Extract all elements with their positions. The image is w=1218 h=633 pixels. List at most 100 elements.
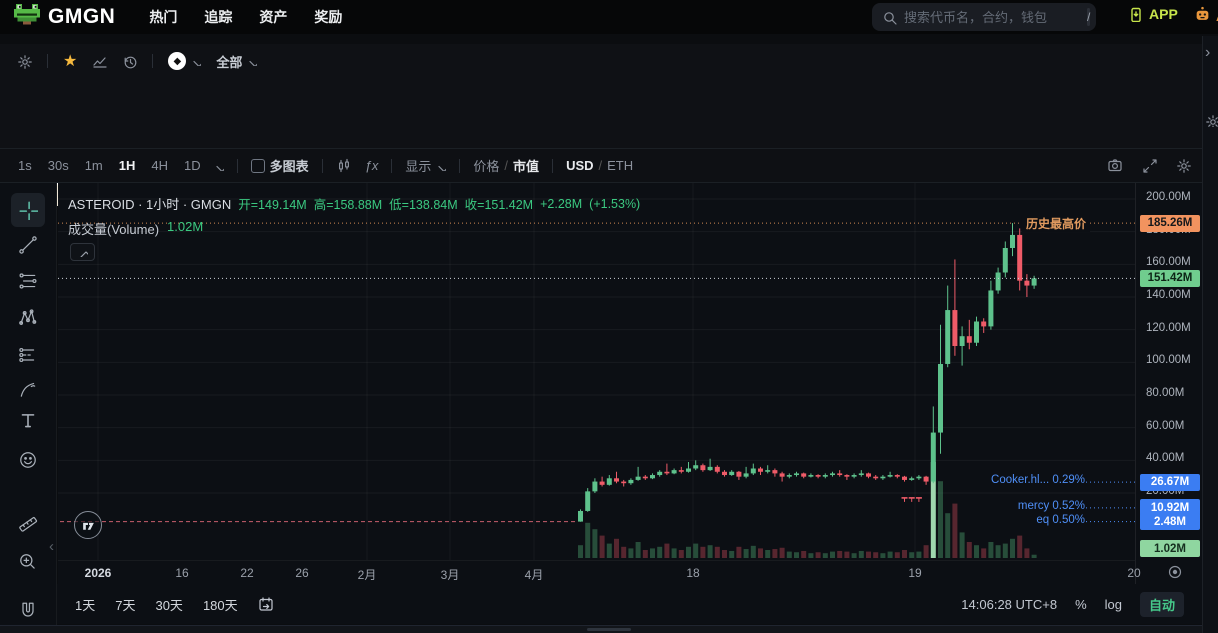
interval-1s[interactable]: 1s: [18, 158, 32, 173]
ruler-tool-icon[interactable]: [18, 513, 40, 535]
magnet-tool-icon[interactable]: [18, 601, 40, 623]
chain-selector[interactable]: ◆: [168, 52, 202, 70]
ohlc-open: 149.14M: [258, 198, 307, 212]
nav-item-4[interactable]: 奖励: [314, 9, 343, 25]
holder-line-label-2[interactable]: mercy 0.52%: [1017, 499, 1085, 512]
eth-chain-icon: ◆: [168, 52, 187, 70]
collapse-left-chevron[interactable]: ‹: [49, 538, 54, 555]
holder-line-label-3[interactable]: eq 0.50%: [1036, 513, 1085, 526]
ai-assistant-button[interactable]: A: [1194, 6, 1218, 26]
bottom-toolbar: 1天 7天 30天 180天 14:06:28 UTC+8 % log 自动: [57, 584, 1202, 624]
bottom-resize-strip[interactable]: [0, 625, 1218, 633]
expand-panel-chevron[interactable]: ›: [1205, 44, 1211, 61]
main-nav: 热门 追踪 资产 奖励: [149, 7, 342, 27]
text-tool-icon[interactable]: [18, 411, 40, 433]
calendar-range-icon[interactable]: [258, 596, 274, 612]
history-button[interactable]: [122, 54, 137, 69]
clock-utc[interactable]: 14:06:28 UTC+8: [961, 596, 1058, 612]
range-7天[interactable]: 7天: [115, 597, 136, 613]
fib-retracement-tool-icon[interactable]: [18, 271, 40, 293]
range-1天[interactable]: 1天: [75, 597, 96, 613]
screenshot-camera-icon[interactable]: [1107, 157, 1124, 174]
divider: [552, 158, 554, 173]
eth-option[interactable]: ETH: [607, 158, 634, 173]
fx-icon: ƒx: [364, 158, 379, 173]
forecast-tool-icon[interactable]: [18, 345, 40, 367]
rail-settings-gear-icon[interactable]: [1205, 114, 1218, 127]
nav-item-2[interactable]: 追踪: [204, 9, 233, 25]
price-tick-label: 160.00M: [1146, 256, 1191, 269]
range-30天[interactable]: 30天: [155, 597, 183, 613]
search-icon: [882, 10, 897, 25]
app-download-button[interactable]: APP: [1128, 6, 1178, 22]
interval-1D[interactable]: 1D: [184, 158, 201, 173]
axis-settings-icon[interactable]: [1167, 564, 1184, 581]
zoom-in-tool-icon[interactable]: [18, 552, 40, 574]
candle-style-button[interactable]: [336, 158, 352, 174]
candlestick-chart[interactable]: [58, 183, 1135, 560]
percent-scale-toggle[interactable]: %: [1075, 596, 1087, 612]
trending-chart-button[interactable]: [92, 54, 107, 69]
time-tick-label: 20: [1127, 566, 1141, 580]
range-180天[interactable]: 180天: [202, 597, 238, 613]
interval-group: 1s 30s 1m 1H 4H 1D: [18, 158, 201, 173]
emoji-tool-icon[interactable]: [18, 450, 40, 472]
trendline-tool-icon[interactable]: [18, 235, 40, 257]
price-tick-label: 100.00M: [1146, 354, 1191, 367]
interval-30s[interactable]: 30s: [47, 158, 69, 173]
multi-chart-toggle[interactable]: 多图表: [250, 156, 309, 175]
interval-1m[interactable]: 1m: [84, 158, 103, 173]
time-tick-label: 18: [686, 566, 700, 580]
interval-1H[interactable]: 1H: [118, 158, 136, 173]
interval-4H[interactable]: 4H: [151, 158, 169, 173]
volume-badge: 1.02M: [1140, 540, 1200, 557]
search-bar[interactable]: /: [872, 3, 1096, 31]
nav-item-3[interactable]: 资产: [259, 9, 288, 25]
mcap-option[interactable]: 市值: [513, 159, 540, 174]
divider: [459, 158, 461, 173]
bottom-toolbar-right: 14:06:28 UTC+8 % log 自动: [961, 591, 1184, 617]
price-axis[interactable]: 200.00M180.00M160.00M140.00M120.00M100.0…: [1135, 183, 1202, 584]
xabcd-pattern-tool-icon[interactable]: [18, 308, 40, 330]
time-tick-label: 16: [175, 566, 189, 580]
indicators-fx-button[interactable]: ƒx: [365, 158, 379, 173]
holder-line-label-1[interactable]: Cooker.hl... 0.29%: [991, 474, 1085, 487]
chart-settings-gear-icon[interactable]: [1176, 158, 1192, 174]
usd-option[interactable]: USD: [566, 158, 594, 173]
display-dropdown[interactable]: 显示: [405, 156, 447, 175]
time-tick-label: 26: [295, 566, 309, 580]
fullscreen-expand-icon[interactable]: [1142, 158, 1158, 174]
multi-chart-checkbox[interactable]: [250, 158, 265, 173]
brand-name: GMGN: [48, 5, 116, 28]
multi-chart-label: 多图表: [269, 159, 309, 174]
price-tick-label: 120.00M: [1146, 321, 1191, 334]
price-mcap-toggle[interactable]: 价格 / 市值: [473, 156, 539, 175]
nav-item-1[interactable]: 热门: [149, 9, 178, 25]
resize-handle[interactable]: [587, 628, 631, 631]
crosshair-tool-icon[interactable]: [11, 193, 45, 227]
price-option[interactable]: 价格: [473, 159, 500, 174]
tradingview-logo[interactable]: [74, 511, 102, 539]
usd-eth-toggle[interactable]: USD / ETH: [566, 158, 633, 173]
time-tick-label: 2026: [84, 566, 112, 580]
divider: [321, 158, 323, 173]
search-input[interactable]: [904, 9, 1080, 25]
favorites-star-button[interactable]: ★: [63, 53, 78, 70]
brush-tool-icon[interactable]: [18, 380, 40, 402]
price-tick-label: 140.00M: [1146, 289, 1191, 301]
ohlc-change: +2.28M: [540, 196, 583, 211]
auto-scale-toggle[interactable]: 自动: [1139, 591, 1184, 617]
ohlc-legend: ASTEROID · 1小时 · GMGN 开=149.14M 高=158.88…: [68, 194, 640, 213]
log-scale-toggle[interactable]: log: [1104, 596, 1122, 612]
chart-pane[interactable]: ASTEROID · 1小时 · GMGN 开=149.14M 高=158.88…: [58, 183, 1135, 560]
category-all-selector[interactable]: 全部: [216, 52, 258, 71]
legend-collapse-button[interactable]: [70, 243, 95, 261]
time-axis[interactable]: 2026 16 22 26 2月 3月 4月 18 19 20: [58, 560, 1141, 584]
holder-price-badge-1: 26.67M: [1140, 473, 1200, 491]
ohlc-low: 138.84M: [408, 198, 458, 212]
time-tick-label: 22: [240, 566, 254, 580]
time-tick-label: 4月: [524, 568, 544, 582]
settings-button[interactable]: [17, 54, 32, 69]
brand[interactable]: GMGN: [0, 4, 115, 30]
